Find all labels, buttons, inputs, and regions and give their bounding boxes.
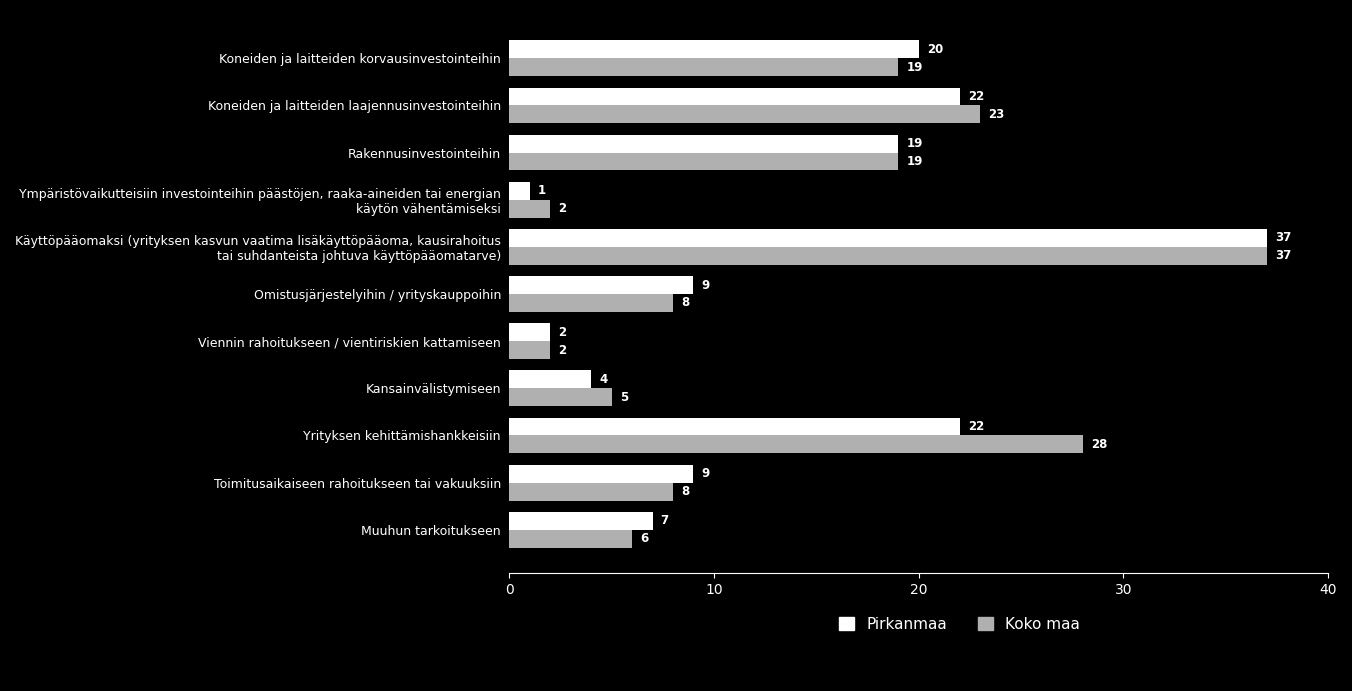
Bar xyxy=(510,182,530,200)
Text: 6: 6 xyxy=(641,532,649,545)
Bar xyxy=(510,106,980,123)
Bar xyxy=(510,512,653,530)
Text: 37: 37 xyxy=(1275,249,1291,263)
Bar xyxy=(510,388,611,406)
Bar xyxy=(510,88,960,106)
Bar xyxy=(510,435,1083,453)
Text: 19: 19 xyxy=(906,61,923,74)
Text: 2: 2 xyxy=(558,343,566,357)
Text: 4: 4 xyxy=(599,373,607,386)
Bar xyxy=(510,370,591,388)
Text: 37: 37 xyxy=(1275,231,1291,245)
Bar xyxy=(510,417,960,435)
Text: 20: 20 xyxy=(927,43,944,56)
Text: 7: 7 xyxy=(661,514,669,527)
Text: 5: 5 xyxy=(619,390,629,404)
Text: 9: 9 xyxy=(702,278,710,292)
Bar xyxy=(510,276,694,294)
Legend: Pirkanmaa, Koko maa: Pirkanmaa, Koko maa xyxy=(833,611,1087,638)
Text: 22: 22 xyxy=(968,90,984,103)
Text: 2: 2 xyxy=(558,202,566,215)
Bar xyxy=(510,464,694,482)
Bar xyxy=(510,200,550,218)
Bar xyxy=(510,135,898,153)
Bar xyxy=(510,323,550,341)
Text: 22: 22 xyxy=(968,420,984,433)
Text: 23: 23 xyxy=(988,108,1005,121)
Bar xyxy=(510,341,550,359)
Text: 28: 28 xyxy=(1091,438,1107,451)
Text: 19: 19 xyxy=(906,155,923,168)
Text: 1: 1 xyxy=(538,184,546,197)
Text: 19: 19 xyxy=(906,137,923,150)
Bar xyxy=(510,229,1267,247)
Bar xyxy=(510,247,1267,265)
Bar xyxy=(510,58,898,76)
Bar xyxy=(510,40,919,58)
Text: 2: 2 xyxy=(558,325,566,339)
Text: 8: 8 xyxy=(681,296,690,310)
Text: 9: 9 xyxy=(702,467,710,480)
Bar xyxy=(510,482,673,500)
Bar xyxy=(510,530,633,548)
Bar xyxy=(510,153,898,171)
Bar xyxy=(510,294,673,312)
Text: 8: 8 xyxy=(681,485,690,498)
